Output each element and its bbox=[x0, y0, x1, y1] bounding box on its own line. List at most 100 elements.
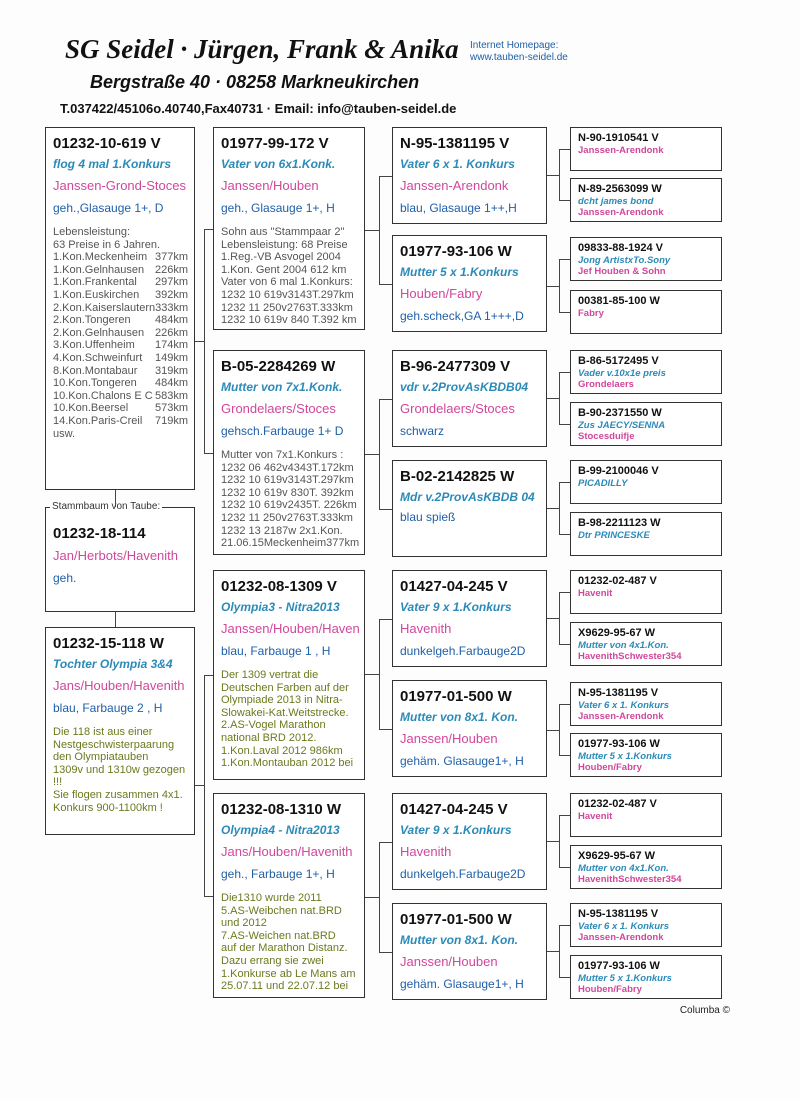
result-row: 1.Kon.Meckenheim 377km bbox=[53, 251, 188, 264]
result-race: 1.Kon.Meckenheim bbox=[53, 251, 148, 264]
connector bbox=[558, 149, 570, 150]
result-row: usw. bbox=[53, 428, 188, 441]
pedigree-box: 01232-08-1310 W Olympia4 - Nitra2013 Jans/… bbox=[213, 793, 365, 998]
connector bbox=[558, 424, 570, 425]
strain: Grondelaers/Stoces bbox=[221, 401, 336, 416]
ring: B-05-2284269 W bbox=[221, 358, 336, 375]
ring: 01977-93-106 W bbox=[578, 960, 660, 972]
note: Mutter von 4x1.Kon. bbox=[578, 640, 669, 651]
result-distance: 484km bbox=[154, 377, 188, 390]
detail-line: 1232 11 250v2763T.333km bbox=[221, 301, 353, 314]
connector bbox=[378, 175, 392, 177]
ring: X9629-95-67 W bbox=[578, 627, 656, 639]
detail-line: Konkurs 900-1100km ! bbox=[53, 801, 163, 814]
connector bbox=[204, 228, 213, 230]
result-race: 10.Kon.Tongeren bbox=[53, 377, 137, 390]
note: Mutter von 8x1. Kon. bbox=[400, 710, 519, 724]
detail-line: Vater von 6 mal 1.Konkurs: bbox=[221, 276, 353, 289]
ring: B-86-5172495 V bbox=[578, 355, 659, 367]
pedigree-box: B-90-2371550 W Zus JAECY/SENNA Stocesduifj… bbox=[570, 402, 722, 446]
note: Mutter von 7x1.Konk. bbox=[221, 380, 343, 394]
connector bbox=[558, 372, 570, 373]
spacer bbox=[221, 884, 358, 892]
color: dunkelgeh.Farbauge2D bbox=[400, 867, 526, 881]
strain: Janssen/Houben/Haven bbox=[221, 621, 360, 636]
connector bbox=[204, 452, 213, 454]
connector bbox=[378, 283, 392, 285]
note: Mutter von 4x1.Kon. bbox=[578, 863, 669, 874]
note: Tochter Olympia 3&4 bbox=[53, 657, 173, 671]
connector bbox=[378, 841, 392, 843]
color: geh. bbox=[53, 571, 77, 585]
strain: Janssen-Arendonk bbox=[578, 207, 664, 218]
strain: Jans/Houben/Havenith bbox=[53, 678, 185, 693]
connector bbox=[558, 755, 570, 756]
detail-line: 1.Kon.Laval 2012 986km bbox=[221, 744, 343, 757]
connector bbox=[558, 815, 570, 816]
color: blau, Farbauge 2 , H bbox=[53, 701, 163, 715]
connector bbox=[547, 841, 559, 842]
detail-line: Die 118 ist aus einer bbox=[53, 726, 153, 738]
pedigree-box: 01977-93-106 W Mutter 5 x 1.Konkurs Houben… bbox=[392, 235, 547, 332]
color: schwarz bbox=[400, 424, 445, 438]
connector bbox=[558, 482, 570, 483]
result-row: 2.Kon.Kaiserslautern 333km bbox=[53, 302, 188, 315]
connector bbox=[378, 841, 380, 952]
color: geh.,Glasauge 1+, D bbox=[53, 201, 164, 215]
result-distance: 573km bbox=[154, 402, 188, 415]
ring: 09833-88-1924 V bbox=[578, 242, 664, 254]
connector bbox=[547, 398, 559, 399]
result-distance: 226km bbox=[154, 263, 188, 276]
note: Olympia3 - Nitra2013 bbox=[221, 600, 340, 614]
connector bbox=[558, 644, 570, 645]
pedigree-box: B-99-2100046 V PICADILLY bbox=[570, 460, 722, 504]
result-race: 8.Kon.Montabaur bbox=[53, 364, 138, 377]
strain: Jef Houben & Sohn bbox=[578, 266, 666, 277]
ring: 01232-02-487 V bbox=[578, 798, 657, 810]
ring: 01977-93-106 W bbox=[400, 243, 512, 260]
detail-line: national BRD 2012. bbox=[221, 731, 317, 744]
pedigree-box: N-90-1910541 V Janssen-Arendonk bbox=[570, 127, 722, 171]
detail-line: 1232 10 619v3143T.297km bbox=[221, 474, 354, 487]
note: flog 4 mal 1.Konkurs bbox=[53, 157, 172, 171]
ring: B-96-2477309 V bbox=[400, 358, 511, 375]
detail-line: 25.07.11 und 22.07.12 bei bbox=[221, 980, 349, 993]
connector bbox=[558, 259, 560, 312]
detail-line: 1.Konkurse ab Le Mans am bbox=[221, 967, 356, 980]
pedigree-box: 01977-01-500 W Mutter von 8x1. Kon. Jansse… bbox=[392, 680, 547, 777]
detail-line: 2.AS-Vogel Marathon bbox=[221, 719, 326, 732]
detail-line: Nestgeschwisterpaarung bbox=[53, 738, 175, 751]
pedigree-box: 01232-02-487 V Havenit bbox=[570, 570, 722, 614]
result-race: 1.Kon.Frankental bbox=[53, 276, 137, 289]
connector bbox=[547, 729, 559, 731]
pedigree-box: 01232-10-619 V flog 4 mal 1.Konkurs Jansse… bbox=[45, 127, 195, 490]
detail-line: 1232 10 619v3143T.297km bbox=[221, 288, 354, 301]
strain: Houben/Fabry bbox=[400, 286, 483, 301]
note: Vater 9 x 1.Konkurs bbox=[400, 600, 512, 614]
connector bbox=[547, 508, 559, 509]
connector bbox=[558, 815, 560, 867]
ring: 01427-04-245 V bbox=[400, 578, 508, 595]
detail-line: Slowakei-Kat.Weitstrecke. bbox=[221, 706, 349, 719]
ring: 01232-08-1309 V bbox=[221, 578, 337, 595]
detail-line: 1232 10 619v 840 T.392 km bbox=[221, 314, 357, 327]
connector bbox=[195, 340, 204, 342]
color: geh.scheck,GA 1+++,D bbox=[400, 309, 524, 323]
pedigree-box: B-05-2284269 W Mutter von 7x1.Konk. Gronde… bbox=[213, 350, 365, 555]
note: Vater 6 x 1. Konkurs bbox=[578, 921, 669, 932]
detail-line: 1309v und 1310w gezogen bbox=[53, 763, 186, 776]
detail-line: Olympiade 2013 in Nitra- bbox=[221, 694, 343, 707]
connector bbox=[547, 285, 559, 287]
result-row: 4.Kon.Schweinfurt 149km bbox=[53, 352, 188, 365]
strain: Havenith bbox=[400, 621, 452, 636]
contact: T.037422/45106o.40740,Fax40731 · Email: … bbox=[60, 101, 457, 116]
connector bbox=[558, 534, 570, 535]
connector bbox=[558, 977, 570, 978]
strain: Stocesduifje bbox=[578, 431, 635, 442]
connector bbox=[558, 312, 570, 313]
pedigree-box: 01427-04-245 V Vater 9 x 1.Konkurs Havenit… bbox=[392, 570, 547, 667]
pedigree-box: 01232-02-487 V Havenit bbox=[570, 793, 722, 837]
connector bbox=[378, 728, 392, 730]
ring: N-95-1381195 V bbox=[578, 908, 659, 920]
